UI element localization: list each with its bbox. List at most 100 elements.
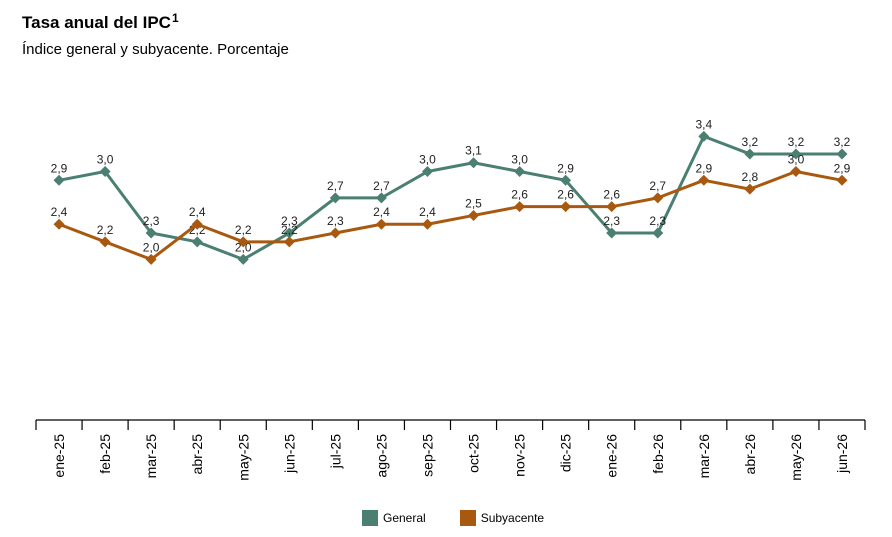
data-label-subyacente-oct-25: 2,5 xyxy=(465,196,482,210)
point-general-dic-25 xyxy=(560,174,572,186)
legend-swatch-general xyxy=(362,510,378,526)
data-label-general-sep-25: 3,0 xyxy=(419,153,436,167)
point-general-sep-25 xyxy=(421,166,433,178)
data-label-general-feb-26: 2,3 xyxy=(649,214,666,228)
data-label-general-jun-26: 3,2 xyxy=(834,135,851,149)
x-tick-label-mar-25: mar-25 xyxy=(143,434,159,479)
point-subyacente-jun-26 xyxy=(836,174,848,186)
x-tick-label-jul-25: jul-25 xyxy=(327,434,343,469)
point-subyacente-feb-26 xyxy=(652,192,664,204)
data-label-general-dic-25: 2,9 xyxy=(557,161,574,175)
data-label-general-jul-25: 2,7 xyxy=(327,179,344,193)
point-general-feb-26 xyxy=(652,227,664,239)
point-subyacente-ene-25 xyxy=(53,218,65,230)
point-general-jun-26 xyxy=(836,148,848,160)
point-subyacente-nov-25 xyxy=(514,201,526,213)
data-label-general-may-25: 2,0 xyxy=(235,240,252,254)
x-tick-label-sep-25: sep-25 xyxy=(419,434,435,477)
point-subyacente-dic-25 xyxy=(560,201,572,213)
point-subyacente-abr-26 xyxy=(744,183,756,195)
point-subyacente-mar-26 xyxy=(698,174,710,186)
data-label-general-ene-25: 2,9 xyxy=(51,161,68,175)
data-label-general-ene-26: 2,3 xyxy=(603,214,620,228)
data-label-subyacente-mar-26: 2,9 xyxy=(695,161,712,175)
point-general-ene-26 xyxy=(606,227,618,239)
x-tick-label-jun-25: jun-25 xyxy=(281,434,297,474)
data-label-general-jun-25: 2,3 xyxy=(281,214,298,228)
x-tick-label-ago-25: ago-25 xyxy=(373,434,389,478)
x-tick-label-ene-26: ene-26 xyxy=(604,434,620,478)
series-line-general xyxy=(58,134,842,261)
data-label-general-mar-25: 2,3 xyxy=(143,214,160,228)
point-subyacente-jun-25 xyxy=(283,236,295,248)
point-subyacente-abr-25 xyxy=(191,218,203,230)
data-label-subyacente-sep-25: 2,4 xyxy=(419,205,436,219)
data-label-general-may-26: 3,2 xyxy=(788,135,805,149)
point-general-abr-26 xyxy=(744,148,756,160)
data-label-subyacente-nov-25: 2,6 xyxy=(511,188,528,202)
x-tick-label-oct-25: oct-25 xyxy=(466,434,482,473)
data-label-general-abr-26: 3,2 xyxy=(742,135,759,149)
legend-label-general: General xyxy=(383,511,426,525)
point-general-ago-25 xyxy=(375,192,387,204)
chart-legend: General Subyacente xyxy=(362,510,572,526)
point-general-mar-25 xyxy=(145,227,157,239)
data-label-subyacente-jul-25: 2,3 xyxy=(327,214,344,228)
data-label-general-mar-26: 3,4 xyxy=(695,117,712,131)
x-tick-label-abr-26: abr-26 xyxy=(742,434,758,475)
data-label-subyacente-ene-26: 2,6 xyxy=(603,188,620,202)
point-general-feb-25 xyxy=(99,166,111,178)
x-tick-label-ene-25: ene-25 xyxy=(51,434,67,478)
x-tick-label-feb-26: feb-26 xyxy=(650,434,666,474)
point-general-oct-25 xyxy=(468,157,480,169)
point-general-jun-25 xyxy=(283,227,295,239)
series-line-subyacente xyxy=(58,170,843,261)
point-general-ene-25 xyxy=(53,174,65,186)
data-label-subyacente-ene-25: 2,4 xyxy=(51,205,68,219)
legend-label-subyacente: Subyacente xyxy=(480,511,545,525)
x-tick-label-may-25: may-25 xyxy=(235,434,251,481)
point-general-may-26 xyxy=(790,148,802,160)
point-subyacente-jul-25 xyxy=(329,227,341,239)
data-label-subyacente-jun-25: 2,2 xyxy=(281,223,298,237)
point-general-may-25 xyxy=(237,253,249,265)
x-tick-label-feb-25: feb-25 xyxy=(97,434,113,474)
title-footnote-marker: 1 xyxy=(171,11,179,25)
point-subyacente-may-26 xyxy=(790,166,802,178)
point-general-jul-25 xyxy=(329,192,341,204)
chart-title: Tasa anual del IPC1 xyxy=(22,11,179,32)
x-tick-label-jun-26: jun-26 xyxy=(834,434,850,474)
data-label-subyacente-abr-25: 2,4 xyxy=(189,205,206,219)
point-general-nov-25 xyxy=(514,166,526,178)
point-subyacente-ago-25 xyxy=(375,218,387,230)
x-tick-label-abr-25: abr-25 xyxy=(189,434,205,475)
data-label-subyacente-dic-25: 2,6 xyxy=(557,188,574,202)
data-label-subyacente-abr-26: 2,8 xyxy=(742,170,759,184)
x-tick-label-nov-25: nov-25 xyxy=(512,434,528,477)
legend-item-general: General xyxy=(362,510,426,526)
data-label-general-ago-25: 2,7 xyxy=(373,179,390,193)
data-label-subyacente-mar-25: 2,0 xyxy=(143,240,160,254)
x-tick-label-mar-26: mar-26 xyxy=(696,434,712,479)
legend-swatch-subyacente xyxy=(459,510,476,526)
point-general-abr-25 xyxy=(191,236,203,248)
data-label-subyacente-jun-26: 2,9 xyxy=(834,161,851,175)
data-label-subyacente-feb-26: 2,7 xyxy=(649,179,666,193)
point-general-mar-26 xyxy=(698,130,710,142)
data-label-subyacente-feb-25: 2,2 xyxy=(97,223,114,237)
data-label-subyacente-ago-25: 2,4 xyxy=(373,205,390,219)
legend-item-subyacente: Subyacente xyxy=(459,510,545,526)
point-subyacente-may-25 xyxy=(237,236,249,248)
data-label-general-feb-25: 3,0 xyxy=(97,153,114,167)
point-subyacente-oct-25 xyxy=(468,209,480,221)
data-label-general-nov-25: 3,0 xyxy=(511,153,528,167)
x-tick-label-dic-25: dic-25 xyxy=(558,434,574,472)
data-label-subyacente-may-25: 2,2 xyxy=(235,223,252,237)
x-tick-label-may-26: may-26 xyxy=(788,434,804,481)
point-subyacente-mar-25 xyxy=(145,253,157,265)
point-subyacente-ene-26 xyxy=(606,201,618,213)
chart-subtitle: Índice general y subyacente. Porcentaje xyxy=(22,41,289,58)
data-label-general-oct-25: 3,1 xyxy=(465,144,482,158)
point-subyacente-feb-25 xyxy=(99,236,111,248)
